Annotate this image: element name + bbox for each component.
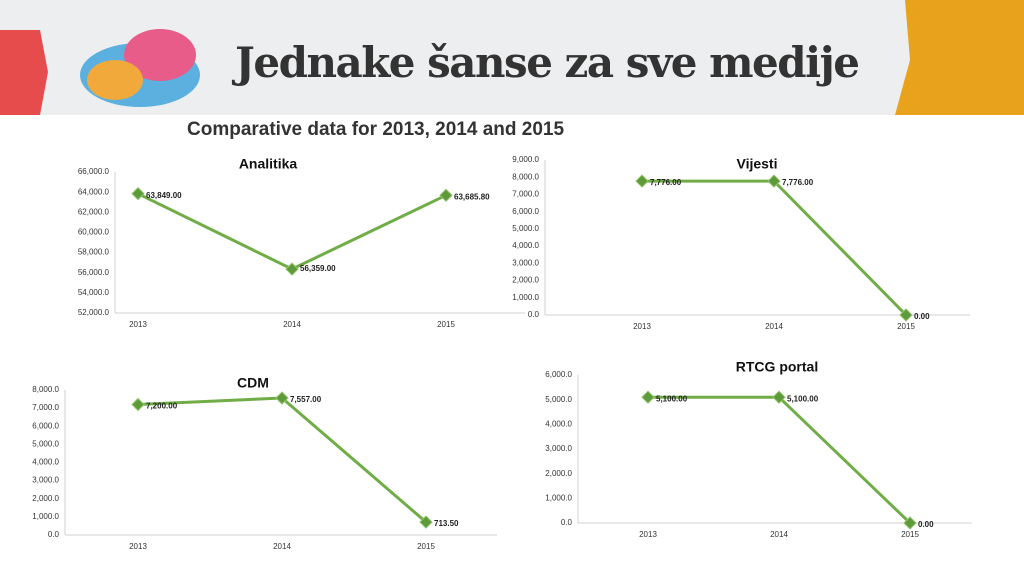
- data-label: 7,776.00: [782, 178, 814, 187]
- marker: [641, 390, 655, 404]
- x-tick-label: 2015: [901, 530, 919, 539]
- y-tick-label: 4,000.0: [32, 458, 59, 467]
- y-tick-label: 3,000.0: [545, 444, 572, 453]
- marker: [131, 397, 145, 412]
- x-tick-label: 2014: [770, 530, 788, 539]
- x-tick-label: 2013: [129, 542, 147, 551]
- y-tick-label: 54,000.0: [78, 288, 110, 297]
- y-tick-label: 0.0: [528, 310, 540, 319]
- x-tick-label: 2014: [765, 322, 783, 331]
- data-label: 7,776.00: [650, 178, 682, 187]
- marker: [772, 390, 786, 404]
- y-tick-label: 9,000.0: [512, 155, 539, 164]
- y-tick-label: 2,000.0: [512, 276, 539, 285]
- marker: [419, 515, 433, 529]
- y-tick-label: 5,000.0: [512, 224, 539, 233]
- data-label: 56,359.00: [300, 264, 336, 273]
- data-label: 63,685.80: [454, 192, 490, 201]
- y-tick-label: 7,000.0: [32, 403, 59, 412]
- data-label: 713.50: [434, 519, 459, 528]
- marker: [285, 262, 299, 276]
- chart-title: Analitika: [239, 156, 298, 172]
- y-tick-label: 64,000.0: [78, 187, 110, 196]
- y-tick-label: 8,000.0: [512, 172, 539, 181]
- x-tick-label: 2013: [639, 530, 657, 539]
- y-tick-label: 56,000.0: [78, 268, 110, 277]
- y-tick-label: 3,000.0: [32, 476, 59, 485]
- y-tick-label: 4,000.0: [512, 241, 539, 250]
- marker: [899, 308, 913, 322]
- y-tick-label: 0.0: [561, 518, 573, 527]
- x-tick-label: 2014: [273, 542, 291, 551]
- y-tick-label: 60,000.0: [78, 228, 110, 237]
- x-tick-label: 2015: [437, 320, 455, 329]
- y-tick-label: 66,000.0: [78, 167, 110, 176]
- marker: [767, 174, 781, 188]
- x-tick-label: 2013: [129, 320, 147, 329]
- marker: [439, 188, 453, 203]
- y-tick-label: 5,000.0: [545, 395, 572, 404]
- data-label: 7,557.00: [290, 395, 322, 404]
- x-tick-label: 2015: [897, 322, 915, 331]
- banner-tab: [0, 30, 48, 115]
- line: [137, 396, 427, 524]
- y-tick-label: 4,000.0: [545, 419, 572, 428]
- y-tick-label: 7,000.0: [512, 190, 539, 199]
- x-tick-label: 2015: [417, 542, 435, 551]
- data-label: 7,200.00: [146, 402, 178, 411]
- marker: [275, 391, 289, 405]
- y-tick-label: 62,000.0: [78, 207, 110, 216]
- banner-image: [895, 0, 1024, 115]
- data-label: 5,100.00: [787, 394, 819, 403]
- marker: [903, 516, 917, 530]
- y-tick-label: 1,000.0: [545, 493, 572, 502]
- y-tick-label: 6,000.0: [32, 421, 59, 430]
- data-label: 0.00: [914, 312, 930, 321]
- line: [642, 179, 908, 317]
- x-tick-label: 2013: [633, 322, 651, 331]
- y-tick-label: 58,000.0: [78, 248, 110, 257]
- data-label: 63,849.00: [146, 191, 182, 200]
- y-tick-label: 8,000.0: [32, 385, 59, 394]
- chart-title: Vijesti: [737, 156, 778, 172]
- chart-title: RTCG portal: [736, 359, 818, 375]
- y-tick-label: 2,000.0: [545, 469, 572, 478]
- y-tick-label: 52,000.0: [78, 308, 110, 317]
- cloud-icon: [87, 60, 143, 100]
- data-label: 0.00: [918, 520, 934, 529]
- y-tick-label: 6,000.0: [512, 207, 539, 216]
- banner-title: Jednake šanse za sve medije: [231, 38, 859, 87]
- line: [137, 192, 447, 271]
- x-tick-label: 2014: [283, 320, 301, 329]
- marker: [635, 174, 649, 188]
- y-tick-label: 5,000.0: [32, 439, 59, 448]
- chart-title: CDM: [237, 375, 269, 391]
- y-tick-label: 3,000.0: [512, 258, 539, 267]
- data-label: 5,100.00: [656, 394, 688, 403]
- cloud-icon: [124, 29, 196, 81]
- y-tick-label: 1,000.0: [32, 512, 59, 521]
- y-tick-label: 0.0: [48, 530, 60, 539]
- line: [648, 395, 912, 525]
- y-tick-label: 6,000.0: [545, 370, 572, 379]
- slide-title: Comparative data for 2013, 2014 and 2015: [187, 119, 564, 140]
- marker: [131, 186, 145, 201]
- y-tick-label: 1,000.0: [512, 293, 539, 302]
- y-tick-label: 2,000.0: [32, 494, 59, 503]
